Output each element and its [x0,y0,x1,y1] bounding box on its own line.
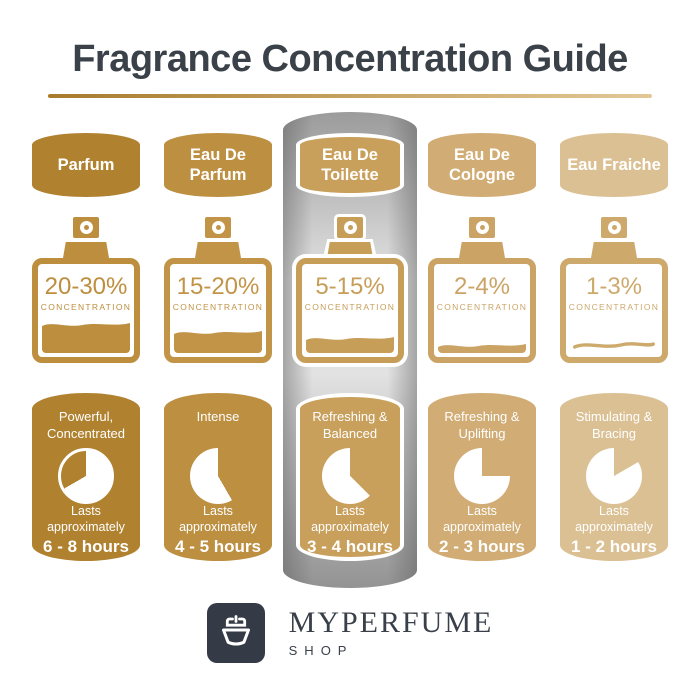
spray-nozzle-icon [337,217,363,238]
concentration-value: 15-20% [176,273,260,300]
perfume-bottle: 5-15% CONCENTRATION [296,217,404,363]
concentration-value: 1-3% [585,273,643,300]
bottle-neck [455,239,509,258]
perfume-bottle: 1-3% CONCENTRATION [560,217,668,363]
column-name: Eau De Toilette [321,145,379,184]
concentration-value: 5-15% [315,273,385,300]
clock-icon [322,448,378,504]
liquid-fill [42,319,130,353]
liquid-fill [174,327,262,353]
concentration-label: CONCENTRATION [40,302,132,312]
bottle-neck [191,239,245,258]
clock-icon [454,448,510,504]
wave-icon [174,331,262,337]
column-name: Eau De Cologne [449,145,515,184]
column-header: Eau De Parfum [164,133,272,197]
liquid-fill [438,340,526,353]
duration-label: Lasts approximately [575,504,653,534]
concentration-label: CONCENTRATION [436,302,528,312]
brand-logo [206,603,265,663]
spray-nozzle-icon [469,217,495,238]
bottle-neck [323,239,377,258]
column-eau-de-cologne: Eau De Cologne 2-4% CONCENTRATION [428,133,536,561]
scent-description: Stimulating & Bracing [575,409,653,441]
perfume-bottle: 15-20% CONCENTRATION [164,217,272,363]
duration-value: 6 - 8 hours [43,537,129,557]
column-header: Eau De Toilette [296,133,404,197]
scent-description: Refreshing & Balanced [312,409,388,441]
clock-icon [190,448,246,504]
bottle-neck [59,239,113,258]
duration-value: 1 - 2 hours [571,537,657,557]
concentration-label: CONCENTRATION [304,302,396,312]
duration-label: Lasts approximately [443,504,521,534]
liquid-line [572,340,656,350]
column-header: Eau De Cologne [428,133,536,197]
concentration-label: CONCENTRATION [568,302,660,312]
bottle-body: 15-20% CONCENTRATION [164,258,272,363]
column-eau-de-parfum: Eau De Parfum 15-20% CONCENTRATION [164,133,272,561]
wave-icon [438,344,526,350]
concentration-value: 2-4% [453,273,511,300]
column-eau-fraiche: Eau Fraiche 1-3% CONCENTRATION [560,133,668,561]
brand-name: MYPERFUME [288,606,494,639]
column-eau-de-toilette: Eau De Toilette 5-15% CONCENTRATION [296,133,404,561]
page-title: Fragrance Concentration Guide [72,38,628,80]
column-header: Parfum [32,133,140,197]
concentration-label: CONCENTRATION [172,302,264,312]
liquid-fill [306,333,394,353]
columns-row: Parfum 20-30% CONCENTRATION [32,133,668,561]
info-card: Stimulating & Bracing Lasts approximatel… [560,393,668,561]
spray-nozzle-icon [205,217,231,238]
column-name: Parfum [57,155,115,174]
duration-value: 3 - 4 hours [307,537,393,557]
spray-nozzle-icon [73,217,99,238]
scent-description: Refreshing & Uplifting [444,409,520,441]
bottle-body: 5-15% CONCENTRATION [296,258,404,363]
column-name: Eau Fraiche [567,155,661,174]
title-underline [48,94,652,98]
bottle-body: 1-3% CONCENTRATION [560,258,668,363]
info-card: Refreshing & Uplifting Lasts approximate… [428,393,536,561]
info-card: Powerful, Concentrated Lasts approximate… [32,393,140,561]
scent-description: Intense [196,409,240,424]
wave-icon [42,323,130,329]
brand-footer: MYPERFUME SHOP [0,603,700,663]
column-name: Eau De Parfum [189,145,247,184]
wave-icon [306,337,394,343]
duration-value: 2 - 3 hours [439,537,525,557]
duration-label: Lasts approximately [179,504,257,534]
column-header: Eau Fraiche [560,133,668,197]
perfume-bottle: 20-30% CONCENTRATION [32,217,140,363]
bottle-body: 20-30% CONCENTRATION [32,258,140,363]
duration-value: 4 - 5 hours [175,537,261,557]
brand-text: MYPERFUME SHOP [288,606,494,659]
brand-subtitle: SHOP [288,643,354,658]
bottle-neck [587,239,641,258]
column-parfum: Parfum 20-30% CONCENTRATION [32,133,140,561]
clock-icon [586,448,642,504]
perfume-bottle-icon [221,615,250,646]
wave-line-icon [573,342,655,349]
perfume-bottle: 2-4% CONCENTRATION [428,217,536,363]
scent-description: Powerful, Concentrated [46,409,126,441]
spray-nozzle-icon [601,217,627,238]
info-card: Refreshing & Balanced Lasts approximatel… [296,393,404,561]
info-card: Intense Lasts approximately 4 - 5 hours [164,393,272,561]
bottle-body: 2-4% CONCENTRATION [428,258,536,363]
duration-label: Lasts approximately [47,504,125,534]
clock-icon [58,448,114,504]
duration-label: Lasts approximately [311,504,389,534]
concentration-value: 20-30% [44,273,128,300]
